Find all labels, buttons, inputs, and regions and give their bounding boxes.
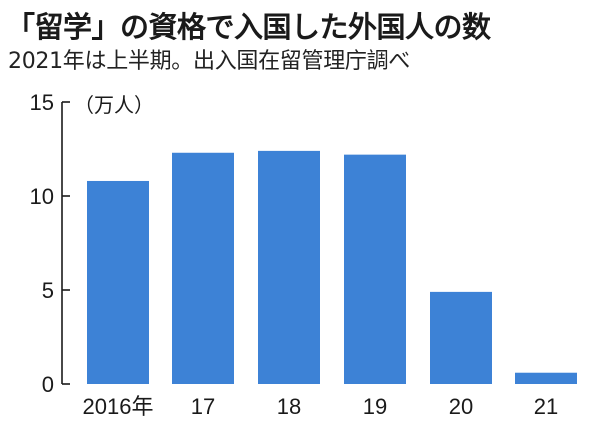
- x-category-label: 2016年: [83, 394, 154, 419]
- chart-subtitle: 2021年は上半期。出入国在留管理庁調べ: [8, 49, 410, 74]
- x-axis-labels: 2016年 17 18 19 20 21: [83, 394, 559, 419]
- bar-2: [258, 150, 320, 384]
- bar-3: [344, 154, 406, 384]
- bar-5: [515, 372, 577, 384]
- y-tick-label: 15: [30, 90, 54, 115]
- y-tick-label: 10: [30, 184, 54, 209]
- x-category-label: 19: [363, 394, 387, 419]
- x-category-label: 20: [449, 394, 473, 419]
- x-category-label: 17: [191, 394, 215, 419]
- y-tick-label: 0: [42, 372, 54, 397]
- y-unit-label: （万人）: [74, 93, 154, 117]
- bar-0: [87, 180, 149, 384]
- bar-1: [172, 152, 234, 384]
- bar-4: [430, 291, 492, 384]
- x-category-label: 18: [277, 394, 301, 419]
- y-tick-label: 5: [42, 278, 54, 303]
- y-axis: 0 5 10 15: [30, 90, 70, 397]
- chart-title: 「留学」の資格で入国した外国人の数: [6, 10, 491, 44]
- x-category-label: 21: [534, 394, 558, 419]
- bars: [87, 150, 577, 384]
